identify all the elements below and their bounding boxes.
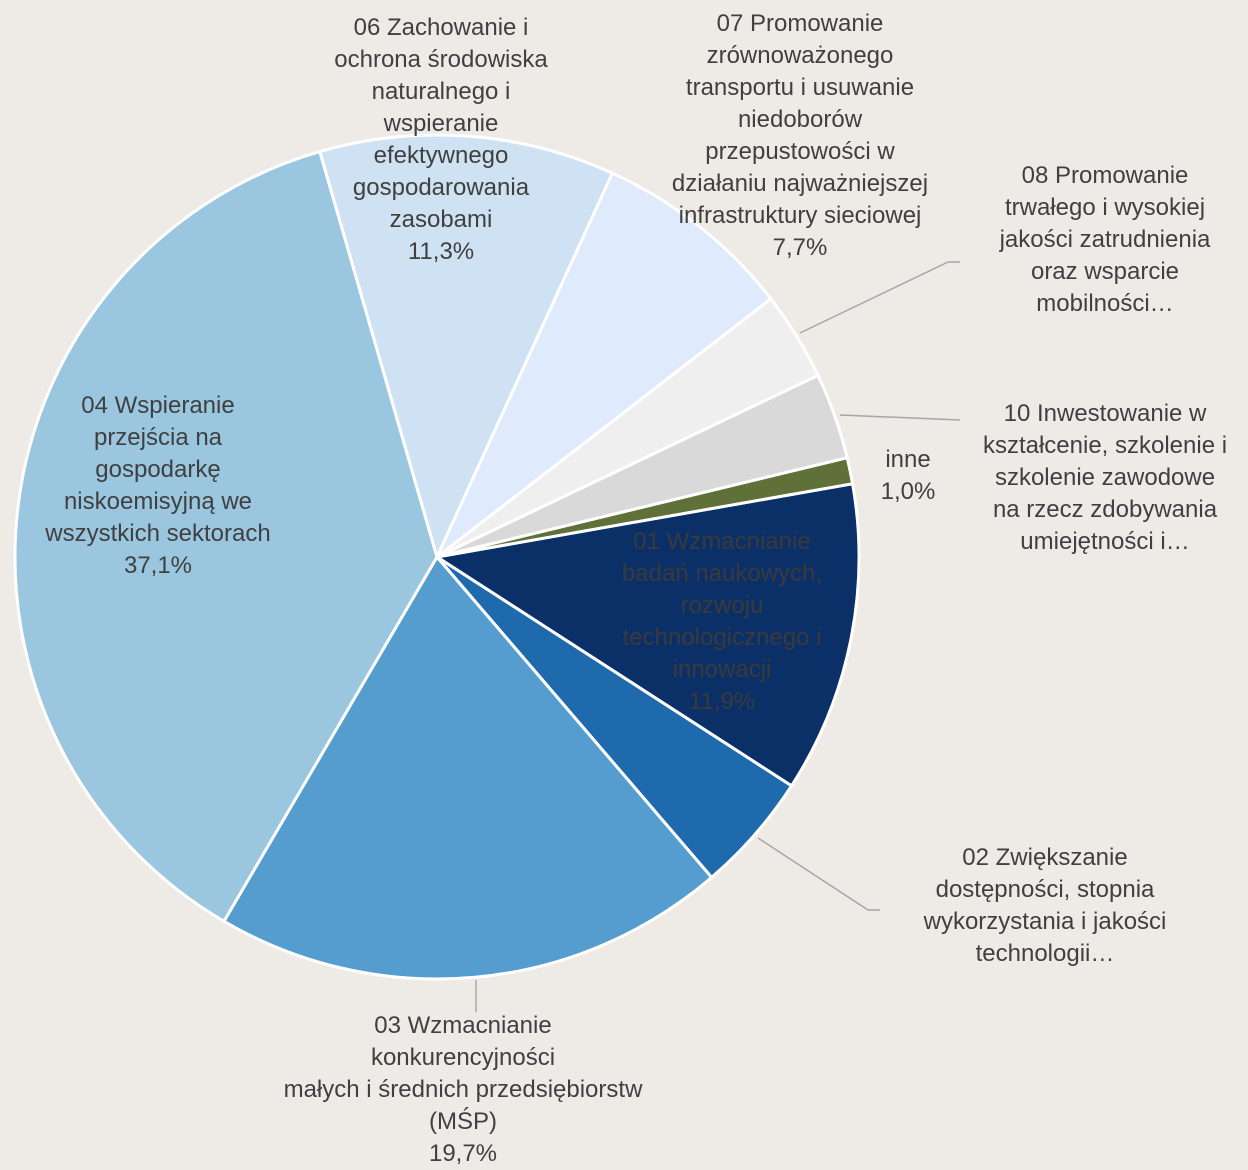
slice-label: 01 Wzmacnianie badań naukowych, rozwoju … <box>542 526 902 718</box>
category-label: 08 Promowanie trwałego i wysokiej jakośc… <box>999 162 1211 317</box>
slice-label: 08 Promowanie trwałego i wysokiej jakośc… <box>925 160 1248 320</box>
slice-label: 07 Promowanie zrównoważonego transportu … <box>620 8 980 264</box>
slice-label: 06 Zachowanie i ochrona środowiska natur… <box>261 12 621 268</box>
pie-slice <box>317 133 615 562</box>
chart <box>13 133 961 1012</box>
pie-slice <box>221 554 714 981</box>
leader-line <box>799 261 960 334</box>
category-label: 01 Wzmacnianie badań naukowych, rozwoju … <box>621 528 823 683</box>
category-label: 04 Wspieranie przejścia na gospodarkę ni… <box>45 392 271 547</box>
slice-label: inne 1,0% <box>728 444 1088 508</box>
value-label: 19,7% <box>428 1140 498 1167</box>
slice-label: 10 Inwestowanie w kształcenie, szkolenie… <box>925 398 1248 558</box>
pie-slice <box>435 171 773 559</box>
category-label: 07 Promowanie zrównoważonego transportu … <box>671 10 929 229</box>
category-label: 10 Inwestowanie w kształcenie, szkolenie… <box>982 400 1228 555</box>
category-label: inne <box>885 446 931 473</box>
value-label: 11,3% <box>407 238 475 265</box>
leader-line <box>839 414 961 421</box>
slice-label: 02 Zwiększanie dostępności, stopnia wyko… <box>865 842 1225 970</box>
pie-slice <box>13 149 439 924</box>
pie-slice <box>432 481 861 788</box>
value-label: 7,7% <box>772 234 828 261</box>
slice-label: 03 Wzmacnianie konkurencyjności małych i… <box>283 1010 643 1170</box>
value-label: 1,0% <box>880 478 936 505</box>
category-label: 06 Zachowanie i ochrona środowiska natur… <box>334 14 548 233</box>
category-label: 03 Wzmacnianie konkurencyjności małych i… <box>283 1012 643 1135</box>
pie-slice <box>436 455 855 559</box>
leader-line <box>757 837 880 911</box>
value-label: 37,1% <box>123 552 193 579</box>
value-label: 11,9% <box>688 688 756 715</box>
category-label: 02 Zwiększanie dostępności, stopnia wyko… <box>923 844 1167 967</box>
pie <box>13 133 861 981</box>
page: {"chart_data": {"type": "pie", "categori… <box>0 8 1248 1167</box>
slice-label: 04 Wspieranie przejścia na gospodarkę ni… <box>0 390 338 582</box>
